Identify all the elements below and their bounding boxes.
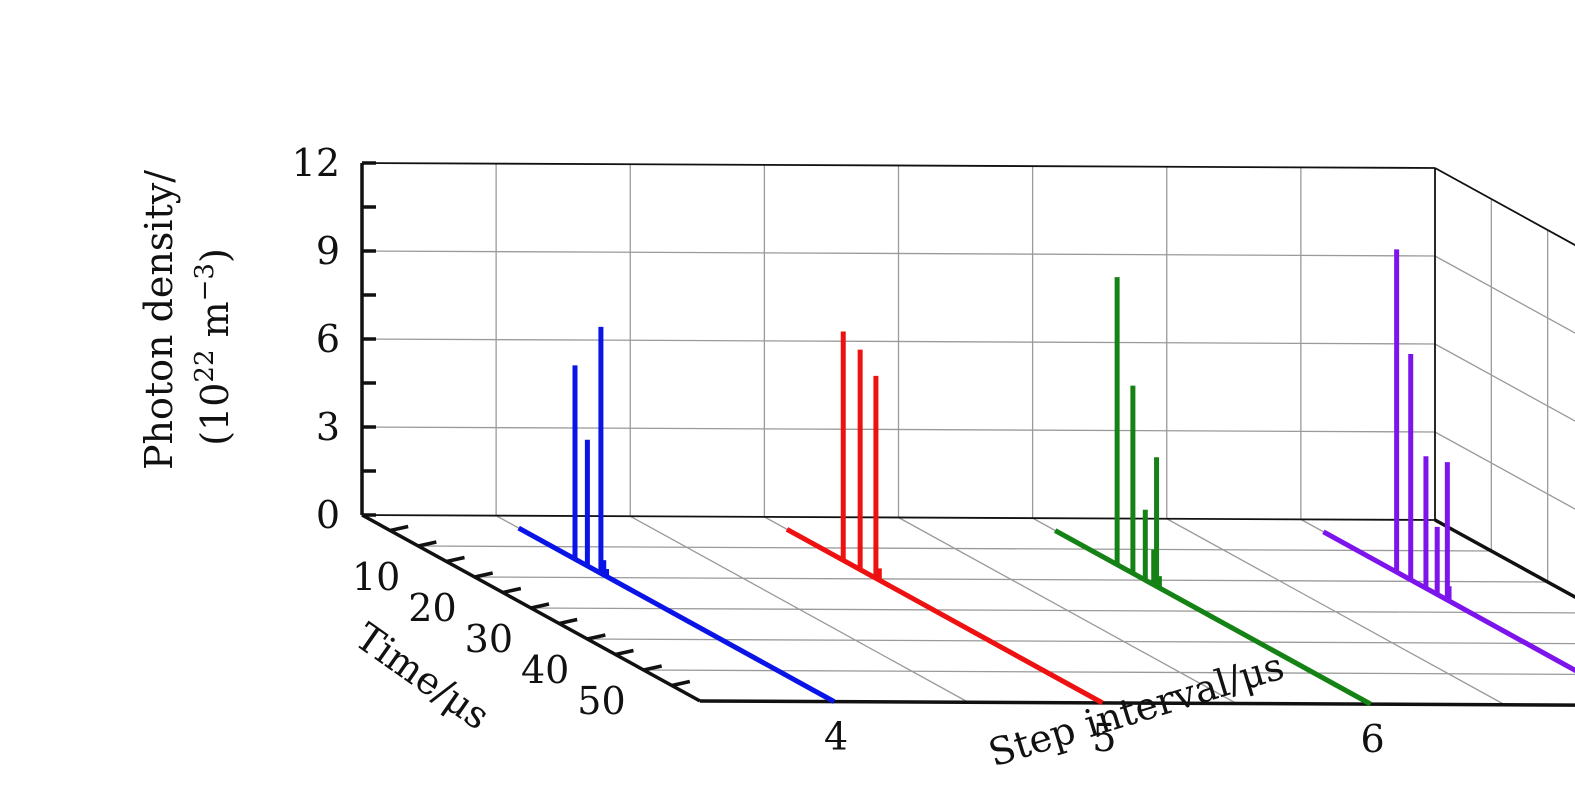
step-tick-label: 4 bbox=[824, 715, 848, 759]
time-tick-label: 30 bbox=[465, 617, 513, 661]
step-tick-label: 5 bbox=[1092, 716, 1116, 760]
z-axis-title-line1: Photon density/ bbox=[137, 170, 181, 470]
floor-grid-step-line bbox=[1166, 518, 1506, 706]
data-series bbox=[517, 249, 1575, 707]
time-tick-label: 50 bbox=[577, 679, 625, 723]
floor-grid-step-line bbox=[629, 515, 969, 703]
z-axis-title-line2: (1022 m−3) bbox=[190, 248, 237, 446]
side-wall-grid-h bbox=[1434, 431, 1575, 510]
z-tick-label: 6 bbox=[316, 317, 340, 361]
box-edge-floor-back bbox=[361, 514, 1436, 521]
floor-grid-time-line bbox=[530, 607, 1575, 614]
box-edge-top-back bbox=[361, 162, 1436, 169]
axes bbox=[360, 161, 1575, 707]
time-axis-tick bbox=[671, 679, 691, 688]
series-baseline bbox=[517, 525, 836, 704]
time-axis-tick bbox=[530, 602, 550, 610]
time-axis-tick bbox=[389, 524, 409, 533]
side-wall-grid-h bbox=[1434, 343, 1575, 422]
step-tick-label: 6 bbox=[1361, 717, 1385, 761]
back-walls bbox=[361, 163, 1575, 582]
time-axis-tick bbox=[643, 664, 663, 672]
time-axis-tick bbox=[502, 586, 522, 595]
series-baseline bbox=[1053, 528, 1372, 707]
time-tick-label: 20 bbox=[408, 586, 456, 630]
floor-grid-time-line bbox=[587, 638, 1575, 645]
time-axis-tick bbox=[558, 617, 578, 626]
z-tick-label: 12 bbox=[292, 141, 340, 185]
box-edge-top-side bbox=[1434, 167, 1575, 247]
z-tick-label: 0 bbox=[316, 493, 340, 537]
floor-grid-step-line bbox=[898, 516, 1237, 705]
step-axis-line bbox=[699, 699, 1575, 707]
time-tick-label: 40 bbox=[521, 648, 569, 692]
series-baseline bbox=[1322, 529, 1575, 674]
series-step-5 bbox=[785, 331, 1104, 706]
series-step-6 bbox=[1053, 277, 1372, 707]
side-floor-line bbox=[1434, 518, 1575, 600]
side-wall-grid-h bbox=[1434, 255, 1575, 334]
time-axis-tick bbox=[474, 571, 494, 579]
time-axis-tick bbox=[417, 540, 437, 548]
series-baseline bbox=[785, 527, 1104, 706]
series-step-7 bbox=[1322, 249, 1575, 674]
series-step-4 bbox=[517, 326, 836, 704]
z-tick-label: 9 bbox=[316, 229, 340, 273]
z-tick-label: 3 bbox=[316, 405, 340, 449]
time-axis-tick bbox=[446, 555, 465, 564]
time-tick-label: 10 bbox=[352, 555, 400, 599]
floor-grid bbox=[418, 515, 1575, 706]
time-axis-tick bbox=[615, 648, 634, 657]
tick-labels: 03691210203040504567 bbox=[292, 141, 1385, 761]
time-axis-tick bbox=[586, 633, 606, 641]
